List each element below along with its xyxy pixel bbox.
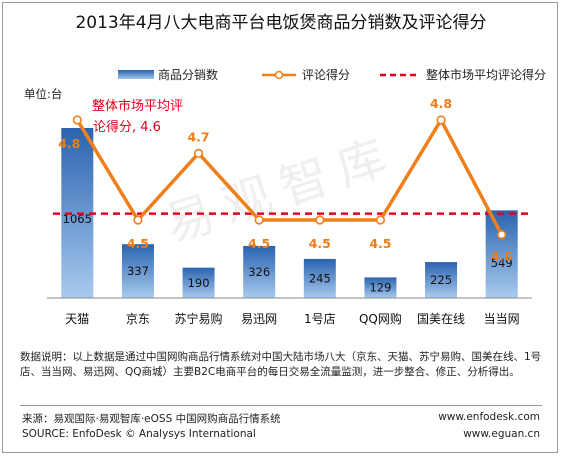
score-point-1 (133, 215, 143, 225)
average-annotation-line1: 整体市场平均评 (92, 98, 183, 114)
bar-6 (425, 262, 458, 298)
score-label-7: 4.6 (491, 249, 513, 264)
score-label-5: 4.5 (369, 236, 391, 251)
score-point-5 (375, 215, 386, 225)
legend-swatch-bars (118, 70, 154, 79)
x-tick-label-6: 国美在线 (417, 312, 465, 326)
bar-value-label-3: 326 (248, 265, 270, 279)
legend-label-bars: 商品分销数 (158, 68, 219, 82)
score-point-0 (72, 115, 82, 125)
legend-swatch-average (380, 73, 420, 77)
bar-value-label-7: 549 (491, 256, 513, 270)
bar-7 (485, 210, 518, 298)
bar-value-label-4: 245 (309, 271, 331, 285)
score-point-7 (497, 230, 507, 240)
score-label-2: 4.7 (187, 129, 209, 144)
score-label-3: 4.5 (248, 236, 270, 251)
bar-2 (182, 267, 215, 298)
source-en: SOURCE: EnfoDesk © Analysys Internationa… (22, 428, 256, 440)
legend-label-line: 评论得分 (302, 68, 351, 82)
bar-3 (243, 245, 276, 298)
score-series: 4.8 4.5 4.7 4.5 4.5 4.5 4.8 4.6 (58, 96, 513, 264)
score-point-2 (193, 148, 204, 158)
x-tick-label-7: 当当网 (484, 312, 520, 326)
bar-value-label-5: 129 (369, 281, 391, 295)
x-tick-label-1: 京东 (126, 312, 150, 326)
bar-value-label-0: 1065 (63, 212, 92, 226)
url-enfodesk: www.enfodesk.com (438, 411, 540, 423)
x-tick-label-3: 易迅网 (241, 312, 277, 326)
data-note: 数据说明：以上数据是通过中国网购商品行情系统对中国大陆市场八大（京东、天猫、苏宁… (20, 351, 542, 378)
bar-5 (364, 277, 397, 298)
x-tick-label-5: QQ网购 (359, 311, 402, 326)
x-tick-label-0: 天猫 (65, 312, 89, 326)
x-tick-label-4: 1号店 (304, 312, 336, 326)
average-annotation-line2: 论得分, 4.6 (93, 119, 161, 135)
score-label-4: 4.5 (309, 236, 331, 251)
score-point-4 (315, 215, 325, 225)
bar-value-label-1: 337 (127, 264, 149, 278)
score-label-6: 4.8 (430, 96, 452, 111)
y-unit-label: 单位:台 (24, 87, 62, 101)
legend-swatch-line (262, 70, 296, 80)
score-point-6 (436, 115, 446, 125)
score-line (75, 118, 504, 236)
bar-value-label-6: 225 (430, 273, 452, 287)
bar-1 (121, 244, 154, 298)
score-point-3 (254, 215, 264, 225)
score-label-1: 4.5 (127, 236, 149, 251)
source-cn: 来源：易观国际·易观智库·eOSS 中国网购商品行情系统 (22, 413, 281, 425)
bar-value-label-2: 190 (188, 276, 210, 290)
chart-title: 2013年4月八大电商平台电饭煲商品分销数及评论得分 (75, 13, 487, 33)
score-label-0: 4.8 (58, 136, 80, 151)
x-tick-labels: 天猫 京东 苏宁易购 易迅网 1号店 QQ网购 国美在线 当当网 (65, 311, 519, 326)
footer-divider (20, 405, 542, 406)
legend-label-average: 整体市场平均评论得分 (426, 68, 547, 82)
bar-4 (303, 258, 336, 298)
url-eguan: www.eguan.cn (463, 428, 540, 440)
x-tick-label-2: 苏宁易购 (175, 311, 223, 326)
